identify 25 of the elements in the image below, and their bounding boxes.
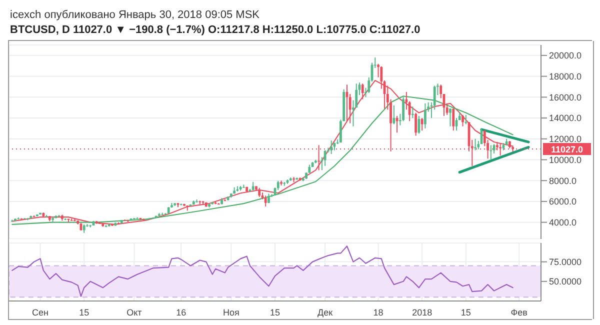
x-tick-label: 16 xyxy=(176,307,186,318)
x-tick-label: 15 xyxy=(460,307,471,318)
x-tick-label: Ноя xyxy=(222,307,240,318)
x-tick-label: 2018 xyxy=(412,307,432,318)
x-tick-label: Сен xyxy=(32,307,49,318)
chart-subtitle: BTCUSD, D 11027.0 ▼ −190.8 (−1.7%) O:11217.8 H:11250.0 L:10775.0 C:11027.0 xyxy=(10,23,422,38)
x-tick-label: Фев xyxy=(510,307,528,318)
x-tick-label: 15 xyxy=(270,307,280,318)
y-tick-label: 16000.0 xyxy=(549,92,582,102)
y-tick-label: 6000.0 xyxy=(549,196,577,207)
x-tick-label: 15 xyxy=(79,307,90,318)
y-tick-label: 18000.0 xyxy=(549,71,582,82)
x-tick-label: Окт xyxy=(126,307,142,318)
y-tick-label: 12000.0 xyxy=(549,134,582,144)
y-tick-label: 14000.0 xyxy=(549,113,582,124)
y-tick-label: 75.0000 xyxy=(549,257,582,268)
y-tick-label: 8000.0 xyxy=(549,176,577,186)
ref-line-label: 11027.0 xyxy=(550,144,584,155)
x-tick-label: 18 xyxy=(373,307,384,318)
chart-title: icexch опубликовано Январь 30, 2018 09:05 MSK xyxy=(10,8,260,23)
y-tick-label: 4000.0 xyxy=(549,218,577,228)
x-tick-label: Дек xyxy=(318,307,333,318)
y-tick-label: 50.0000 xyxy=(549,276,582,287)
y-tick-label: 20000.0 xyxy=(549,50,582,61)
y-tick-label: 10000.0 xyxy=(549,154,582,165)
